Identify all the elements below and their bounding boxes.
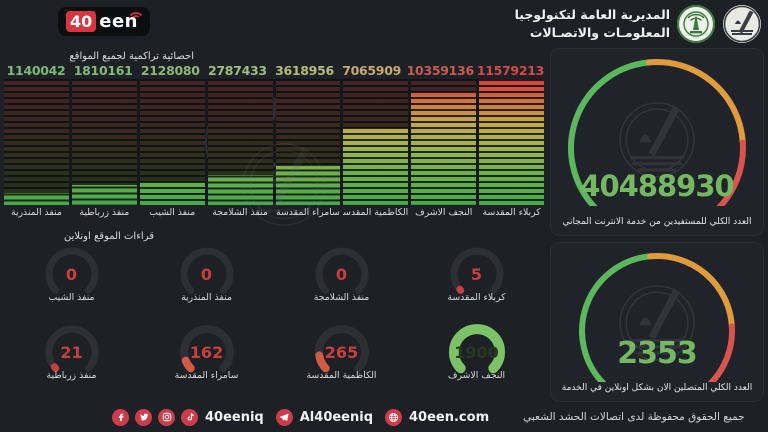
left-column: احصائية تراكمية لجميع المواقع 1140042 181… (4, 48, 544, 402)
big-gauge-label: العدد الكلي للمستفيدين من خدمة الانترنت … (562, 217, 752, 227)
tiktok-icon[interactable] (181, 408, 198, 426)
small-gauge-value: 0 (200, 265, 213, 284)
bar-value-label: 2787433 (207, 63, 267, 78)
big-gauge-free-internet-users: 40488930 العدد الكلي للمستفيدين من خدمة … (550, 48, 764, 236)
small-gauge-arc (180, 247, 233, 294)
small-gauge-arc (45, 247, 98, 294)
bar-value-label: 1810161 (73, 63, 133, 78)
small-gauge-value: 265 (324, 343, 359, 362)
small-gauge-label: الكاظمية المقدسة (306, 370, 377, 381)
bar-category-label: النجف الاشرف (415, 207, 473, 218)
small-gauge: 1900 النجف الاشرف (409, 322, 544, 398)
header: 40 een المديرية العامة لتكنولوجيا المعلو… (0, 0, 768, 48)
cumulative-bar-chart: احصائية تراكمية لجميع المواقع 1140042 181… (4, 48, 544, 223)
small-gauge-arc (314, 325, 369, 373)
social-handle[interactable]: 40eeniq (205, 409, 264, 425)
small-gauge: 0 منفذ المنذرية (139, 244, 274, 320)
bar-column (4, 79, 69, 205)
chart-bars-area (4, 79, 544, 205)
small-gauge-arc (315, 247, 368, 294)
small-gauge-label: سامراء المقدسة (174, 370, 239, 381)
big-gauge-arc (579, 252, 735, 382)
big-gauge-label: العدد الكلي المتصلين الان بشكل اونلاين ف… (561, 383, 753, 393)
directorate-title-line2: المعلومـات والاتصـالات (529, 25, 670, 40)
main-content: احصائية تراكمية لجميع المواقع 1140042 181… (4, 48, 764, 402)
directorate-title: المديرية العامة لتكنولوجيا المعلومـات وا… (515, 6, 670, 42)
globe-icon[interactable] (385, 408, 403, 426)
small-gauge-value: 0 (335, 265, 348, 284)
small-gauge-arc (450, 247, 503, 294)
small-gauge: 162 سامراء المقدسة (139, 322, 274, 398)
small-gauge-arc (179, 325, 234, 373)
website-link[interactable]: 40een.com (409, 409, 490, 425)
small-gauge-label: منفذ المنذرية (181, 292, 232, 303)
big-gauge-online-now: 2353 العدد الكلي المتصلين الان بشكل اونل… (550, 242, 764, 402)
instagram-icon[interactable] (158, 408, 175, 426)
small-gauge: 265 الكاظمية المقدسة (274, 322, 409, 398)
header-branding: المديرية العامة لتكنولوجيا المعلومـات وا… (515, 4, 762, 44)
online-readings-section: قراءات الموقع اونلاين 0 منفذ الشيب 0 منف… (4, 143, 544, 398)
bar-category-label: منفذ الشلامجة (212, 207, 268, 218)
chart-value-labels: 1140042 1810161 2128080 2787433 3618956 70659… (4, 63, 545, 79)
small-gauge-row-1: 0 منفذ الشيب 0 منفذ المنذرية 0 منفذ الشل… (4, 244, 544, 320)
small-gauge-value: 1900 (454, 343, 499, 362)
small-gauge-label: كربلاء المقدسة (447, 292, 506, 303)
wifi-signal-icon (129, 12, 143, 18)
bar-column (71, 79, 137, 205)
small-gauge-value: 162 (189, 343, 224, 362)
right-column: 40488930 العدد الكلي للمستفيدين من خدمة … (550, 48, 764, 402)
big-gauge-arc (568, 59, 746, 206)
bar-column (139, 79, 205, 205)
bar-column (411, 79, 477, 205)
small-gauge-value: 21 (60, 343, 83, 362)
small-gauge: 0 منفذ الشلامجة (274, 244, 409, 320)
small-gauge-value: 5 (470, 265, 483, 284)
40een-logo: 40 een (58, 7, 150, 36)
bar-category-label: منفذ الشيب (149, 207, 196, 218)
bar-value-label: 2128080 (140, 63, 200, 78)
bar-category-label: كربلاء المقدسة (482, 207, 541, 218)
bar-category-label: منفذ المنذرية (11, 207, 62, 218)
telegram-handle[interactable]: Al40eeniq (299, 409, 374, 425)
copyright-text: جميع الحقوق محفوظة لدى اتصالات الحشد الش… (523, 411, 745, 423)
it-directorate-logo-icon (677, 5, 715, 43)
small-gauge-label: النجف الاشرف (447, 370, 506, 381)
40een-logo-text: een (99, 11, 138, 32)
bar-category-label: سامراء المقدسة (276, 207, 340, 218)
small-gauge: 0 منفذ الشيب (4, 244, 139, 320)
facebook-icon[interactable] (112, 408, 129, 426)
big-gauge-value: 40488930 (580, 169, 734, 203)
bar-column (479, 79, 544, 205)
bar-category-label: منفذ زرباطية (79, 207, 130, 218)
pmf-logo-icon (723, 5, 761, 43)
online-readings-title: قراءات الموقع اونلاين (64, 231, 154, 242)
40een-logo-number: 40 (66, 11, 97, 32)
small-gauge-arc (448, 324, 505, 374)
small-gauge-row-2: 21 منفذ زرباطية 162 سامراء المقدسة 265 ا… (4, 322, 544, 398)
small-gauge-label: منفذ زرباطية (46, 370, 97, 381)
small-gauge-value: 0 (65, 265, 78, 284)
bar-value-label: 10359136 (406, 63, 474, 78)
bar-category-label: الكاظمية المقدسة (343, 207, 409, 218)
footer: 40eeniq Al40eeniq 40een.com جميع الحقوق … (0, 402, 768, 432)
bar-value-label: 11579213 (476, 63, 545, 78)
twitter-icon[interactable] (135, 408, 152, 426)
bar-column (207, 79, 273, 205)
small-gauge-label: منفذ الشيب (48, 292, 95, 303)
bar-column (275, 79, 341, 205)
directorate-title-line1: المديرية العامة لتكنولوجيا (514, 6, 670, 22)
telegram-icon[interactable] (275, 408, 293, 426)
small-gauge-label: منفذ الشلامجة (313, 292, 370, 303)
small-gauge-arc (45, 325, 98, 372)
bar-column (343, 79, 409, 205)
bar-value-label: 7065909 (342, 63, 401, 78)
bar-value-label: 3618956 (275, 63, 334, 78)
bar-value-label: 1140042 (6, 63, 66, 78)
chart-title: احصائية تراكمية لجميع المواقع (69, 51, 194, 62)
big-gauge-value: 2353 (617, 336, 698, 371)
chart-category-labels: منفذ المنذرية منفذ زرباطية منفذ الشيب منفذ … (4, 207, 544, 223)
small-gauge: 21 منفذ زرباطية (4, 322, 139, 398)
small-gauge: 5 كربلاء المقدسة (409, 244, 544, 320)
